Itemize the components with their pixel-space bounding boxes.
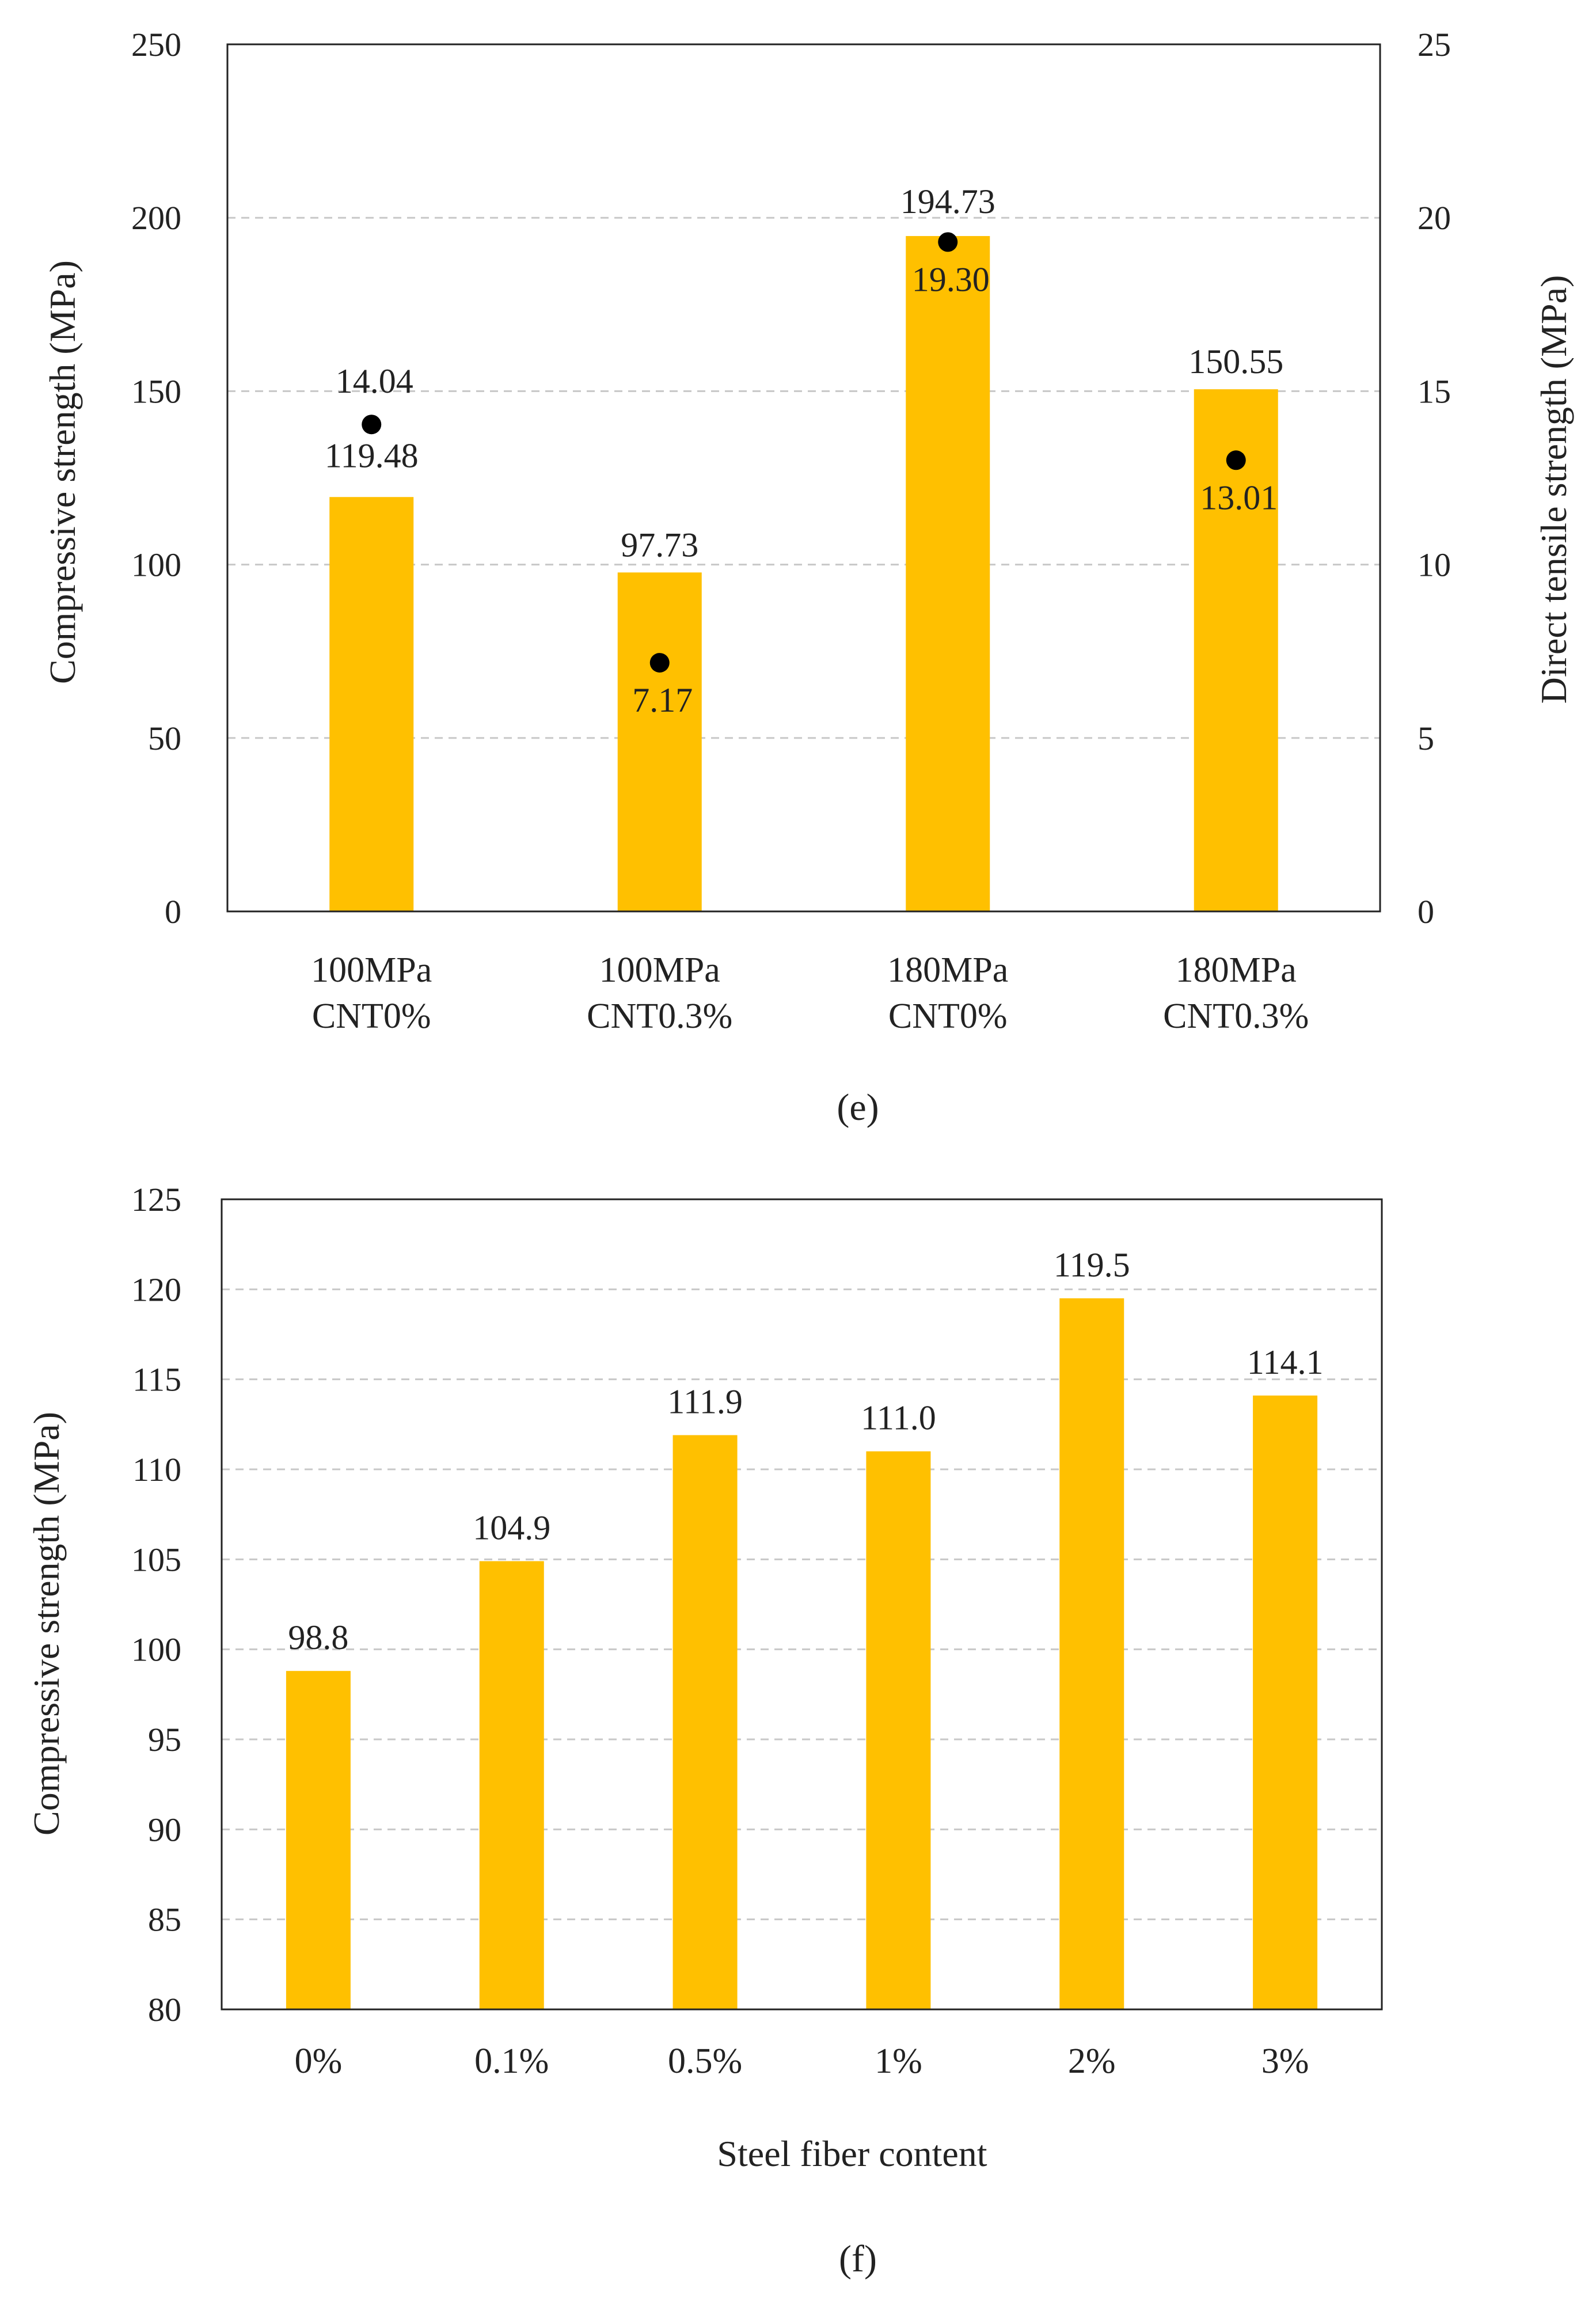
f-y-tick-label: 85 — [148, 1901, 181, 1939]
f-category-label: 0.5% — [668, 2042, 742, 2081]
f-y-tick-label: 105 — [131, 1541, 181, 1578]
f-bar-value-label: 119.5 — [1054, 1246, 1130, 1284]
e-bar — [329, 497, 414, 911]
e-y-tick-label: 250 — [131, 26, 181, 63]
e-bar-value-label: 119.48 — [325, 436, 419, 474]
f-x-axis-title: Steel fiber content — [717, 2133, 987, 2174]
f-y-tick-label: 95 — [148, 1721, 181, 1758]
e-category-label-line1: 100MPa — [599, 951, 720, 990]
e-data-labels: 119.48 14.04 97.73 7.17 194.73 19.30 150.55 13.… — [325, 183, 1283, 719]
e-bar-value-label: 97.73 — [621, 526, 698, 564]
f-data-labels: 98.8 104.9 111.9 111.0 119.5 114.1 — [288, 1246, 1323, 1656]
f-category-label: 0.1% — [474, 2042, 549, 2081]
f-y-tick-label: 100 — [131, 1631, 181, 1669]
e-y-axis-title: Compressive strength (MPa) — [42, 260, 83, 684]
f-y-tick-label: 125 — [131, 1181, 181, 1218]
chart-f: 80 85 90 95 100 105 110 115 120 125 0% 0.1% 0.5% 1% 2… — [26, 1181, 1383, 2280]
e-point-value-label: 14.04 — [336, 362, 413, 400]
f-panel-caption: (f) — [839, 2238, 877, 2280]
e-y2-tick-label: 20 — [1418, 199, 1451, 237]
e-category-label-line1: 180MPa — [887, 951, 1008, 990]
e-point — [649, 653, 670, 673]
e-point-value-label: 7.17 — [632, 681, 693, 719]
f-gridlines — [222, 1288, 1382, 1921]
f-bar — [479, 1561, 544, 2009]
e-plot-frame — [226, 43, 1381, 913]
e-bar-value-label: 194.73 — [900, 183, 995, 221]
f-bars — [286, 1298, 1318, 2009]
f-x-categories: 0% 0.1% 0.5% 1% 2% 3% — [295, 2042, 1309, 2081]
e-y2-tick-label: 5 — [1418, 720, 1434, 757]
f-y-ticks: 80 85 90 95 100 105 110 115 120 125 — [131, 1181, 181, 2028]
f-plot-frame — [221, 1198, 1383, 2011]
e-y2-tick-label: 15 — [1418, 373, 1451, 410]
f-y-tick-label: 120 — [131, 1271, 181, 1308]
e-gridlines — [227, 216, 1380, 739]
f-bar — [672, 1435, 738, 2009]
e-bar-value-label: 150.55 — [1188, 343, 1283, 381]
f-bar — [866, 1451, 931, 2009]
e-point — [362, 415, 382, 435]
f-bar-value-label: 104.9 — [473, 1508, 550, 1546]
f-bar — [286, 1671, 351, 2009]
e-y2-tick-label: 25 — [1418, 26, 1451, 63]
f-bar-value-label: 114.1 — [1247, 1343, 1324, 1381]
f-y-tick-label: 90 — [148, 1811, 181, 1848]
e-category-label-line2: CNT0% — [888, 997, 1008, 1036]
f-y-tick-label: 115 — [132, 1361, 181, 1399]
f-bar-value-label: 98.8 — [288, 1618, 348, 1656]
e-point — [1226, 450, 1246, 470]
e-bars — [329, 235, 1278, 911]
f-bar — [1253, 1395, 1318, 2009]
e-category-label-line2: CNT0.3% — [1163, 997, 1309, 1036]
f-bar-value-label: 111.9 — [667, 1383, 743, 1421]
e-y-ticks: 0 50 100 150 200 250 — [131, 26, 181, 930]
f-bar — [1059, 1298, 1124, 2009]
f-category-label: 0% — [295, 2042, 343, 2081]
e-point-value-label: 13.01 — [1200, 478, 1278, 516]
e-point-value-label: 19.30 — [912, 260, 990, 298]
e-point — [938, 232, 958, 252]
e-panel-caption: (e) — [837, 1086, 879, 1128]
f-y-axis-title: Compressive strength (MPa) — [26, 1412, 67, 1836]
f-y-tick-label: 80 — [148, 1991, 181, 2028]
e-points — [362, 232, 1246, 673]
e-category-label-line2: CNT0.3% — [587, 997, 732, 1036]
e-y-tick-label: 100 — [131, 546, 181, 584]
f-category-label: 3% — [1261, 2042, 1309, 2081]
e-y2-axis-title: Direct tensile strength (MPa) — [1533, 275, 1574, 704]
e-category-label-line2: CNT0% — [312, 997, 431, 1036]
e-y-tick-label: 200 — [131, 199, 181, 237]
f-category-label: 1% — [875, 2042, 922, 2081]
e-y-tick-label: 150 — [131, 373, 181, 410]
e-bar — [1194, 389, 1278, 911]
f-bar-value-label: 111.0 — [861, 1399, 936, 1437]
e-category-label-line1: 180MPa — [1176, 951, 1297, 990]
f-y-tick-label: 110 — [132, 1451, 181, 1488]
e-category-label-line1: 100MPa — [311, 951, 432, 990]
e-y-tick-label: 0 — [165, 893, 181, 930]
f-category-label: 2% — [1068, 2042, 1116, 2081]
e-bar — [617, 572, 702, 911]
e-y-tick-label: 50 — [148, 720, 181, 757]
e-y2-ticks: 0 5 10 15 20 25 — [1418, 26, 1451, 930]
e-y2-tick-label: 0 — [1418, 893, 1434, 930]
e-y2-tick-label: 10 — [1418, 546, 1451, 584]
e-bar — [906, 235, 990, 911]
e-x-categories: 100MPa CNT0% 100MPa CNT0.3% 180MPa CNT0% 180MP… — [311, 951, 1309, 1036]
